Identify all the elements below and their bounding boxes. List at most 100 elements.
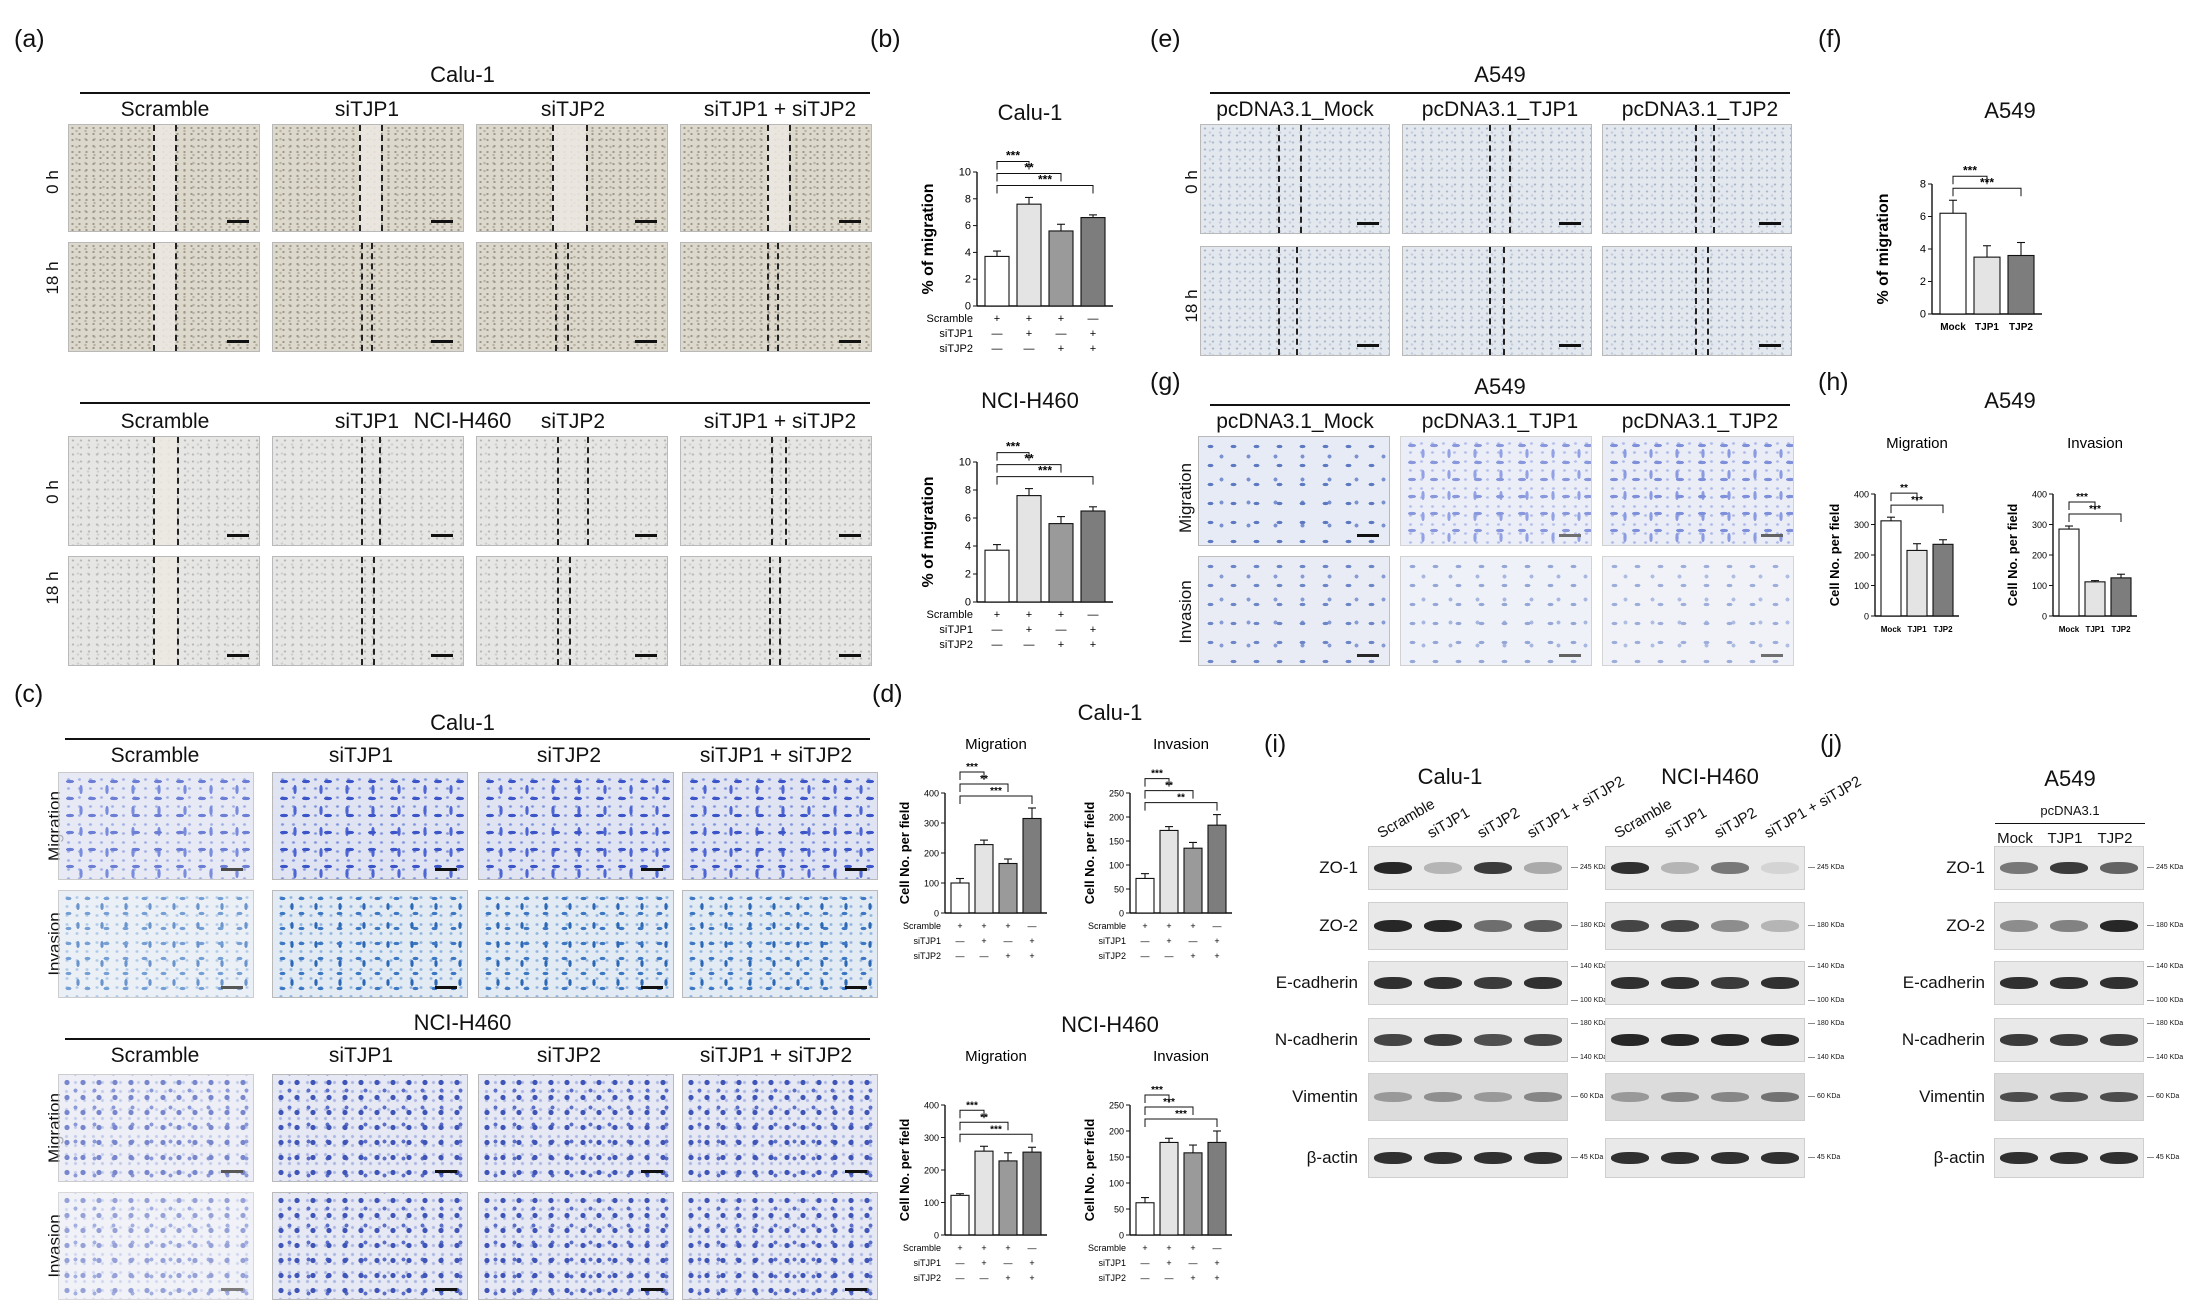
- blot-band: [2000, 1034, 2038, 1046]
- y-tick-label: 300: [924, 819, 939, 829]
- treatment-label: siTJP1: [1098, 936, 1126, 946]
- treatment-sign: +: [1090, 343, 1096, 355]
- y-tick-label: 200: [1854, 551, 1869, 561]
- y-tick-label: 100: [924, 1198, 939, 1208]
- scratch-image: [476, 436, 668, 546]
- scratch-image: [272, 436, 464, 546]
- treatment-sign: —: [1141, 936, 1150, 946]
- y-axis-label: Cell No. per field: [897, 802, 912, 905]
- x-tick-label: TJP1: [2085, 625, 2105, 634]
- significance-bracket: [996, 476, 1094, 485]
- transwell-image: [1198, 436, 1390, 546]
- bar: [1183, 847, 1203, 914]
- panel-a2-col-sitjp1: siTJP1: [334, 410, 400, 433]
- significance-bracket: [959, 1109, 985, 1119]
- panel-a-rule-mid: [80, 402, 870, 404]
- panel-g-col-tjp1: pcDNA3.1_TJP1: [1421, 410, 1579, 433]
- y-tick-label: 150: [1109, 1153, 1124, 1163]
- significance-label: ***: [1006, 148, 1020, 162]
- panel-a-col-scramble: Scramble: [120, 98, 210, 121]
- treatment-sign: —: [1056, 624, 1067, 636]
- treatment-label: siTJP2: [1098, 1273, 1126, 1283]
- chart-d3: Migration 0 100 200 300 400 Cell No. per field…: [897, 1048, 1047, 1283]
- y-tick-label: 200: [2032, 551, 2047, 561]
- treatment-sign: —: [992, 624, 1003, 636]
- y-tick-label: 250: [1109, 1101, 1124, 1111]
- panel-a2-col-combo: siTJP1 + siTJP2: [703, 410, 857, 433]
- panel-c-header-h460: NCI-H460: [413, 1010, 512, 1035]
- treatment-sign: +: [1029, 951, 1034, 961]
- blot-band: [2050, 862, 2088, 874]
- significance-label: ***: [1980, 175, 1994, 189]
- y-tick-label: 400: [1854, 490, 1869, 500]
- x-tick-label: Mock: [2059, 625, 2080, 634]
- significance-bracket: [1144, 778, 1170, 787]
- marker-label: — 60 KDa: [1571, 1093, 1604, 1100]
- treatment-label: siTJP2: [913, 951, 941, 961]
- y-tick-label: 100: [1109, 861, 1124, 871]
- treatment-sign: +: [1214, 936, 1219, 946]
- marker-label: — 60 KDa: [1808, 1093, 1841, 1100]
- y-axis-label: Cell No. per field: [2005, 504, 2020, 607]
- panel-a-header-calu1: Calu-1: [430, 62, 495, 87]
- bar: [1159, 1141, 1179, 1236]
- y-tick-label: 250: [1109, 789, 1124, 799]
- scratch-image: [1200, 124, 1390, 234]
- panel-c-header-calu1: Calu-1: [430, 710, 495, 735]
- significance-bracket: [1144, 1106, 1194, 1115]
- treatment-label: siTJP1: [939, 624, 973, 636]
- panel-g-row-migration: Migration: [1176, 463, 1195, 533]
- treatment-sign: —: [992, 328, 1003, 340]
- treatment-sign: +: [1090, 624, 1096, 636]
- panel-e-col-tjp1: pcDNA3.1_TJP1: [1421, 98, 1579, 121]
- treatment-label: siTJP1: [913, 1258, 941, 1268]
- treatment-sign: —: [1189, 1258, 1198, 1268]
- x-tick-label: TJP1: [1975, 322, 1999, 333]
- panel-e-header-a549: A549: [1474, 62, 1526, 87]
- blot-band: [1374, 862, 1412, 874]
- treatment-sign: +: [1005, 951, 1010, 961]
- chart-subtitle: Migration: [965, 736, 1027, 753]
- transwell-image: [1198, 556, 1390, 666]
- significance-bracket: [996, 172, 1062, 182]
- bar: [1973, 256, 2001, 315]
- treatment-label: siTJP1: [913, 936, 941, 946]
- blot-band: [2100, 1092, 2138, 1102]
- chart-subtitle: Migration: [965, 1048, 1027, 1065]
- panel-b-title-h460: NCI-H460: [981, 388, 1079, 413]
- bar: [1906, 549, 1928, 617]
- panel-c2-col-sitjp1: siTJP1: [328, 1044, 394, 1067]
- panel-e-rule: [1210, 92, 1790, 94]
- treatment-sign: —: [980, 1273, 989, 1283]
- panel-label-d: (d): [872, 680, 903, 708]
- blot-band: [1611, 1152, 1649, 1164]
- significance-label: ***: [1963, 163, 1977, 177]
- blot-band: [2100, 1034, 2138, 1046]
- treatment-sign: +: [1142, 1243, 1147, 1253]
- y-tick-label: 300: [2032, 520, 2047, 530]
- significance-bracket: [996, 464, 1062, 473]
- blot-band: [1611, 920, 1649, 932]
- significance-bracket: [1144, 802, 1218, 811]
- transwell-image: [58, 772, 254, 880]
- blot-band: [1374, 1034, 1412, 1046]
- significance-label: ***: [1038, 172, 1052, 186]
- panel-f-title: A549: [1984, 98, 2036, 123]
- blot-band: [1761, 1152, 1799, 1164]
- panel-a-header-h460: NCI-H460: [413, 408, 512, 433]
- panel-e-row-18h: 18 h: [1182, 289, 1201, 323]
- y-tick-label: 6: [1920, 211, 1926, 223]
- y-tick-label: 8: [1920, 179, 1926, 191]
- blot-band: [1524, 1152, 1562, 1164]
- blot-band: [1424, 862, 1462, 874]
- blot-band: [1424, 1034, 1462, 1046]
- transwell-image: [682, 890, 878, 998]
- chart-f1: 0 2 4 6 8 % of migration ****** Mock TJP1 TJP2: [1875, 163, 2042, 333]
- bar: [1048, 523, 1074, 603]
- blot-band: [1711, 1152, 1749, 1164]
- treatment-sign: —: [1004, 936, 1013, 946]
- panel-c-col-sitjp2: siTJP2: [536, 744, 602, 767]
- significance-label: ***: [1151, 1085, 1163, 1096]
- blot-band: [1524, 862, 1562, 874]
